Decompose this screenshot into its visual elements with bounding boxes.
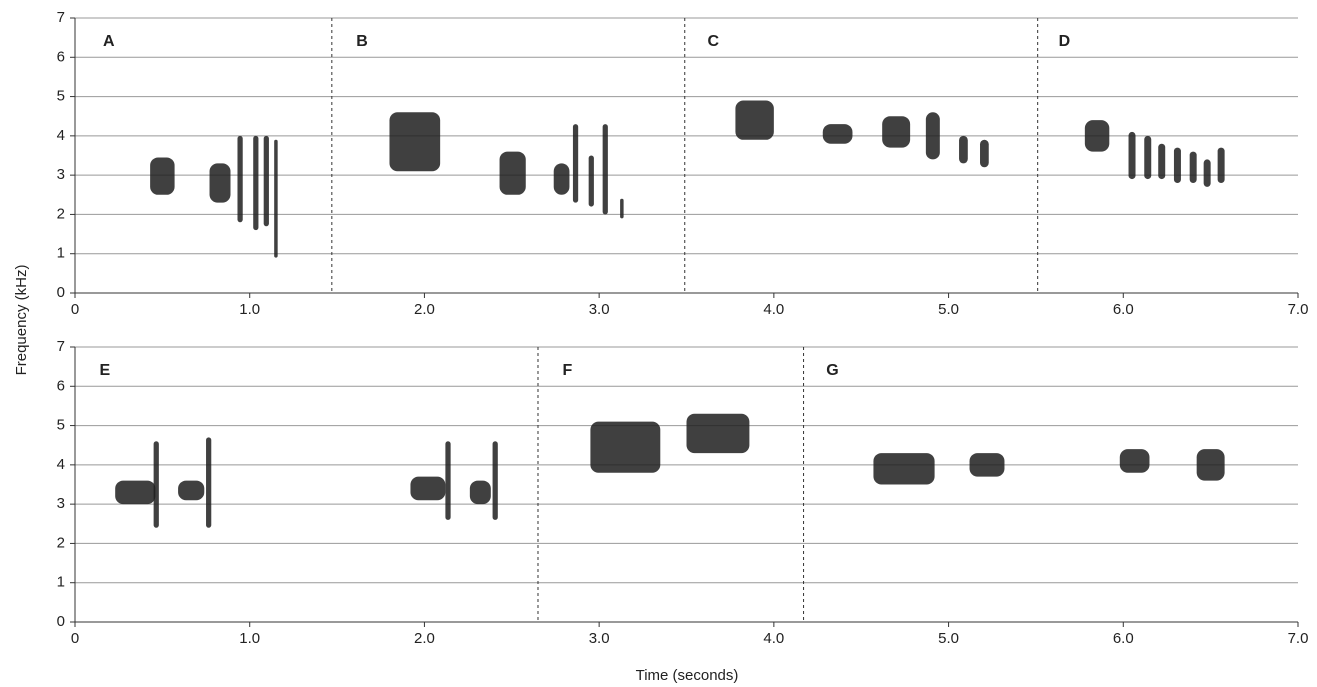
syllable [980,139,989,168]
syllable [969,453,1005,477]
syllable [410,476,446,501]
y-tick-label: 5 [57,417,65,434]
section-label: D [1059,33,1071,50]
x-tick-label: 3.0 [589,630,610,647]
syllable [263,135,269,227]
syllable [602,124,608,215]
x-tick-label: 2.0 [414,301,435,318]
x-tick-label: 0 [71,301,79,318]
syllable [1084,120,1110,152]
syllable [469,480,491,505]
syllable [178,480,205,501]
syllable [873,453,935,485]
x-tick-label: 4.0 [763,630,784,647]
syllable [572,124,579,203]
syllable [492,441,498,520]
y-tick-label: 4 [57,456,65,473]
x-tick-label: 2.0 [414,630,435,647]
y-tick-label: 5 [57,88,65,105]
x-tick-label: 5.0 [938,630,959,647]
y-tick-label: 3 [57,166,65,183]
section-label: C [707,33,719,50]
syllable [1173,147,1181,183]
syllable [115,480,156,505]
x-tick-label: 6.0 [1113,301,1134,318]
syllable [1158,143,1166,180]
y-tick-label: 3 [57,495,65,512]
x-tick-label: 5.0 [938,301,959,318]
y-tick-label: 6 [57,377,65,394]
syllable [925,112,940,160]
syllable [686,413,750,454]
syllable [1119,449,1150,473]
x-axis-label: Time (seconds) [636,667,739,684]
y-tick-label: 0 [57,284,65,301]
syllable [150,157,175,195]
syllable [735,100,774,140]
y-tick-label: 2 [57,205,65,222]
x-tick-label: 1.0 [239,301,260,318]
y-tick-label: 4 [57,127,65,144]
syllable [1196,449,1225,481]
syllable [445,441,451,520]
syllable [237,135,243,223]
y-tick-label: 7 [57,338,65,355]
syllable [1189,151,1197,183]
syllable [553,163,570,195]
section-label: G [826,362,838,379]
section-label: A [103,33,115,50]
y-axis-label: Frequency (kHz) [13,265,30,376]
section-label: B [356,33,368,50]
x-tick-label: 6.0 [1113,630,1134,647]
syllable [253,135,259,231]
x-tick-label: 1.0 [239,630,260,647]
syllable [1203,159,1211,187]
section-label: F [562,362,572,379]
syllable [274,139,278,258]
syllable [822,124,853,144]
y-tick-label: 2 [57,534,65,551]
syllable [620,198,624,219]
section-label: E [99,362,110,379]
syllable [882,116,911,148]
syllable [153,441,159,528]
syllable [389,112,441,172]
x-tick-label: 3.0 [589,301,610,318]
syllable [499,151,526,195]
x-tick-label: 7.0 [1288,630,1309,647]
syllable [209,163,231,203]
syllable [1217,147,1225,183]
x-tick-label: 0 [71,630,79,647]
y-tick-label: 7 [57,9,65,26]
y-tick-label: 6 [57,48,65,65]
syllable [1144,135,1152,180]
syllable [1128,131,1136,180]
x-tick-label: 4.0 [763,301,784,318]
x-tick-label: 7.0 [1288,301,1309,318]
y-tick-label: 0 [57,613,65,630]
y-tick-label: 1 [57,245,65,262]
syllable [959,135,968,164]
y-tick-label: 1 [57,574,65,591]
syllable [588,155,594,207]
syllable [590,421,661,473]
syllable [206,437,212,528]
